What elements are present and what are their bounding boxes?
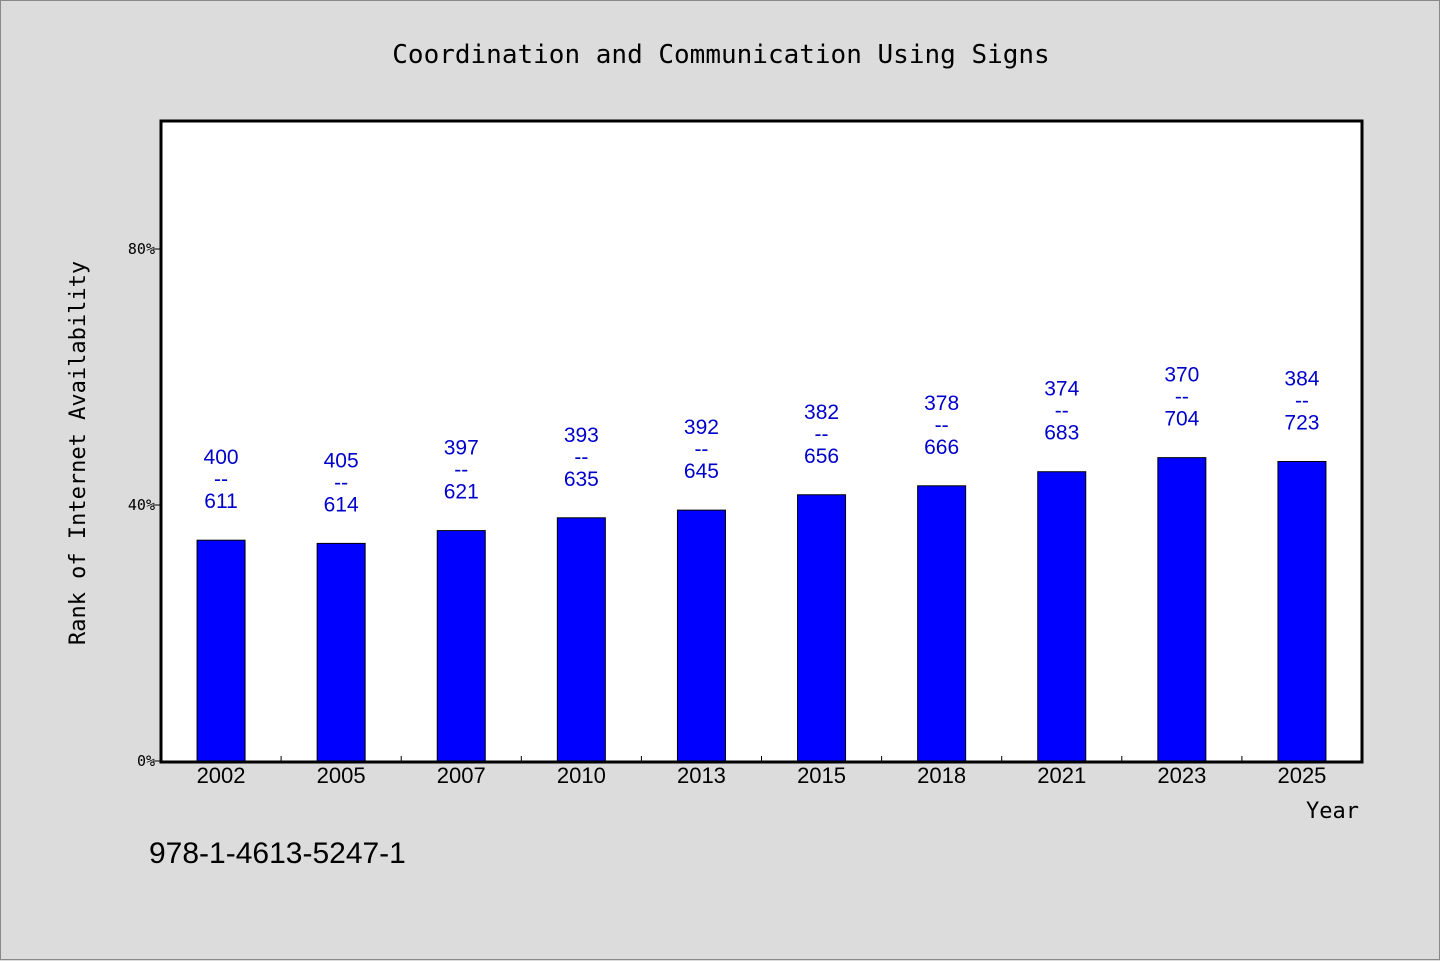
bar xyxy=(917,485,967,762)
x-tick-label: 2015 xyxy=(797,763,846,788)
x-tick-label: 2013 xyxy=(677,763,726,788)
bar xyxy=(797,494,847,762)
data-label-bottom: 621 xyxy=(444,481,479,504)
data-label-separator: -- xyxy=(334,471,348,494)
data-label-top: 400 xyxy=(204,446,239,469)
data-labels: 400--611405--614397--621393--635392--645… xyxy=(204,364,1320,517)
bar xyxy=(676,509,726,762)
bar-series xyxy=(196,457,1327,762)
data-label-top: 384 xyxy=(1284,367,1319,390)
y-axis-label: Rank of Internet Availability xyxy=(66,261,91,645)
data-label-top: 392 xyxy=(684,416,719,439)
data-label-separator: -- xyxy=(574,446,588,469)
data-label-separator: -- xyxy=(1055,400,1069,423)
x-tick-label: 2025 xyxy=(1277,763,1326,788)
x-tick-label: 2018 xyxy=(917,763,966,788)
x-tick-label: 2007 xyxy=(437,763,486,788)
x-axis-label: Year xyxy=(1306,799,1359,824)
data-label-bottom: 656 xyxy=(804,445,839,468)
data-label-separator: -- xyxy=(1295,389,1309,412)
data-label-top: 374 xyxy=(1044,378,1079,401)
bar xyxy=(196,539,246,762)
data-label-top: 397 xyxy=(444,437,479,460)
y-tick-label: 40% xyxy=(128,496,155,514)
y-tick-label: 80% xyxy=(128,240,155,258)
data-label-top: 378 xyxy=(924,392,959,415)
data-label-separator: -- xyxy=(694,438,708,461)
data-label-bottom: 614 xyxy=(324,493,359,516)
x-tick-label: 2021 xyxy=(1037,763,1086,788)
data-label-separator: -- xyxy=(1175,386,1189,409)
data-label-separator: -- xyxy=(935,414,949,437)
bar xyxy=(1277,460,1327,762)
data-label-separator: -- xyxy=(815,423,829,446)
data-label-top: 382 xyxy=(804,401,839,424)
data-label-separator: -- xyxy=(214,468,228,491)
x-tick-label: 2023 xyxy=(1157,763,1206,788)
bar xyxy=(436,530,486,762)
x-tick-label: 2010 xyxy=(557,763,606,788)
x-tick-label: 2002 xyxy=(197,763,246,788)
footnote: 978-1-4613-5247-1 xyxy=(149,837,406,870)
x-tick-label: 2005 xyxy=(317,763,366,788)
data-label-bottom: 723 xyxy=(1284,411,1319,434)
data-label-bottom: 683 xyxy=(1044,422,1079,445)
data-label-bottom: 635 xyxy=(564,468,599,491)
data-label-top: 393 xyxy=(564,424,599,447)
data-label-bottom: 666 xyxy=(924,436,959,459)
data-label-bottom: 611 xyxy=(204,490,237,513)
data-label-bottom: 704 xyxy=(1164,408,1199,431)
bar xyxy=(556,517,606,762)
bar xyxy=(1037,471,1087,762)
bar xyxy=(1157,457,1207,762)
y-axis: 0% 40% 80% xyxy=(128,240,161,770)
bar xyxy=(316,542,366,762)
data-label-top: 405 xyxy=(324,449,359,472)
y-tick-label: 0% xyxy=(137,752,155,770)
data-label-separator: -- xyxy=(454,459,468,482)
data-label-top: 370 xyxy=(1164,364,1199,387)
x-axis: 2002 2005 2007 2010 2013 2015 2018 2021 2023 2025 xyxy=(197,756,1326,788)
chart-title: Coordination and Communication Using Sig… xyxy=(392,40,1049,70)
data-label-bottom: 645 xyxy=(684,460,719,483)
